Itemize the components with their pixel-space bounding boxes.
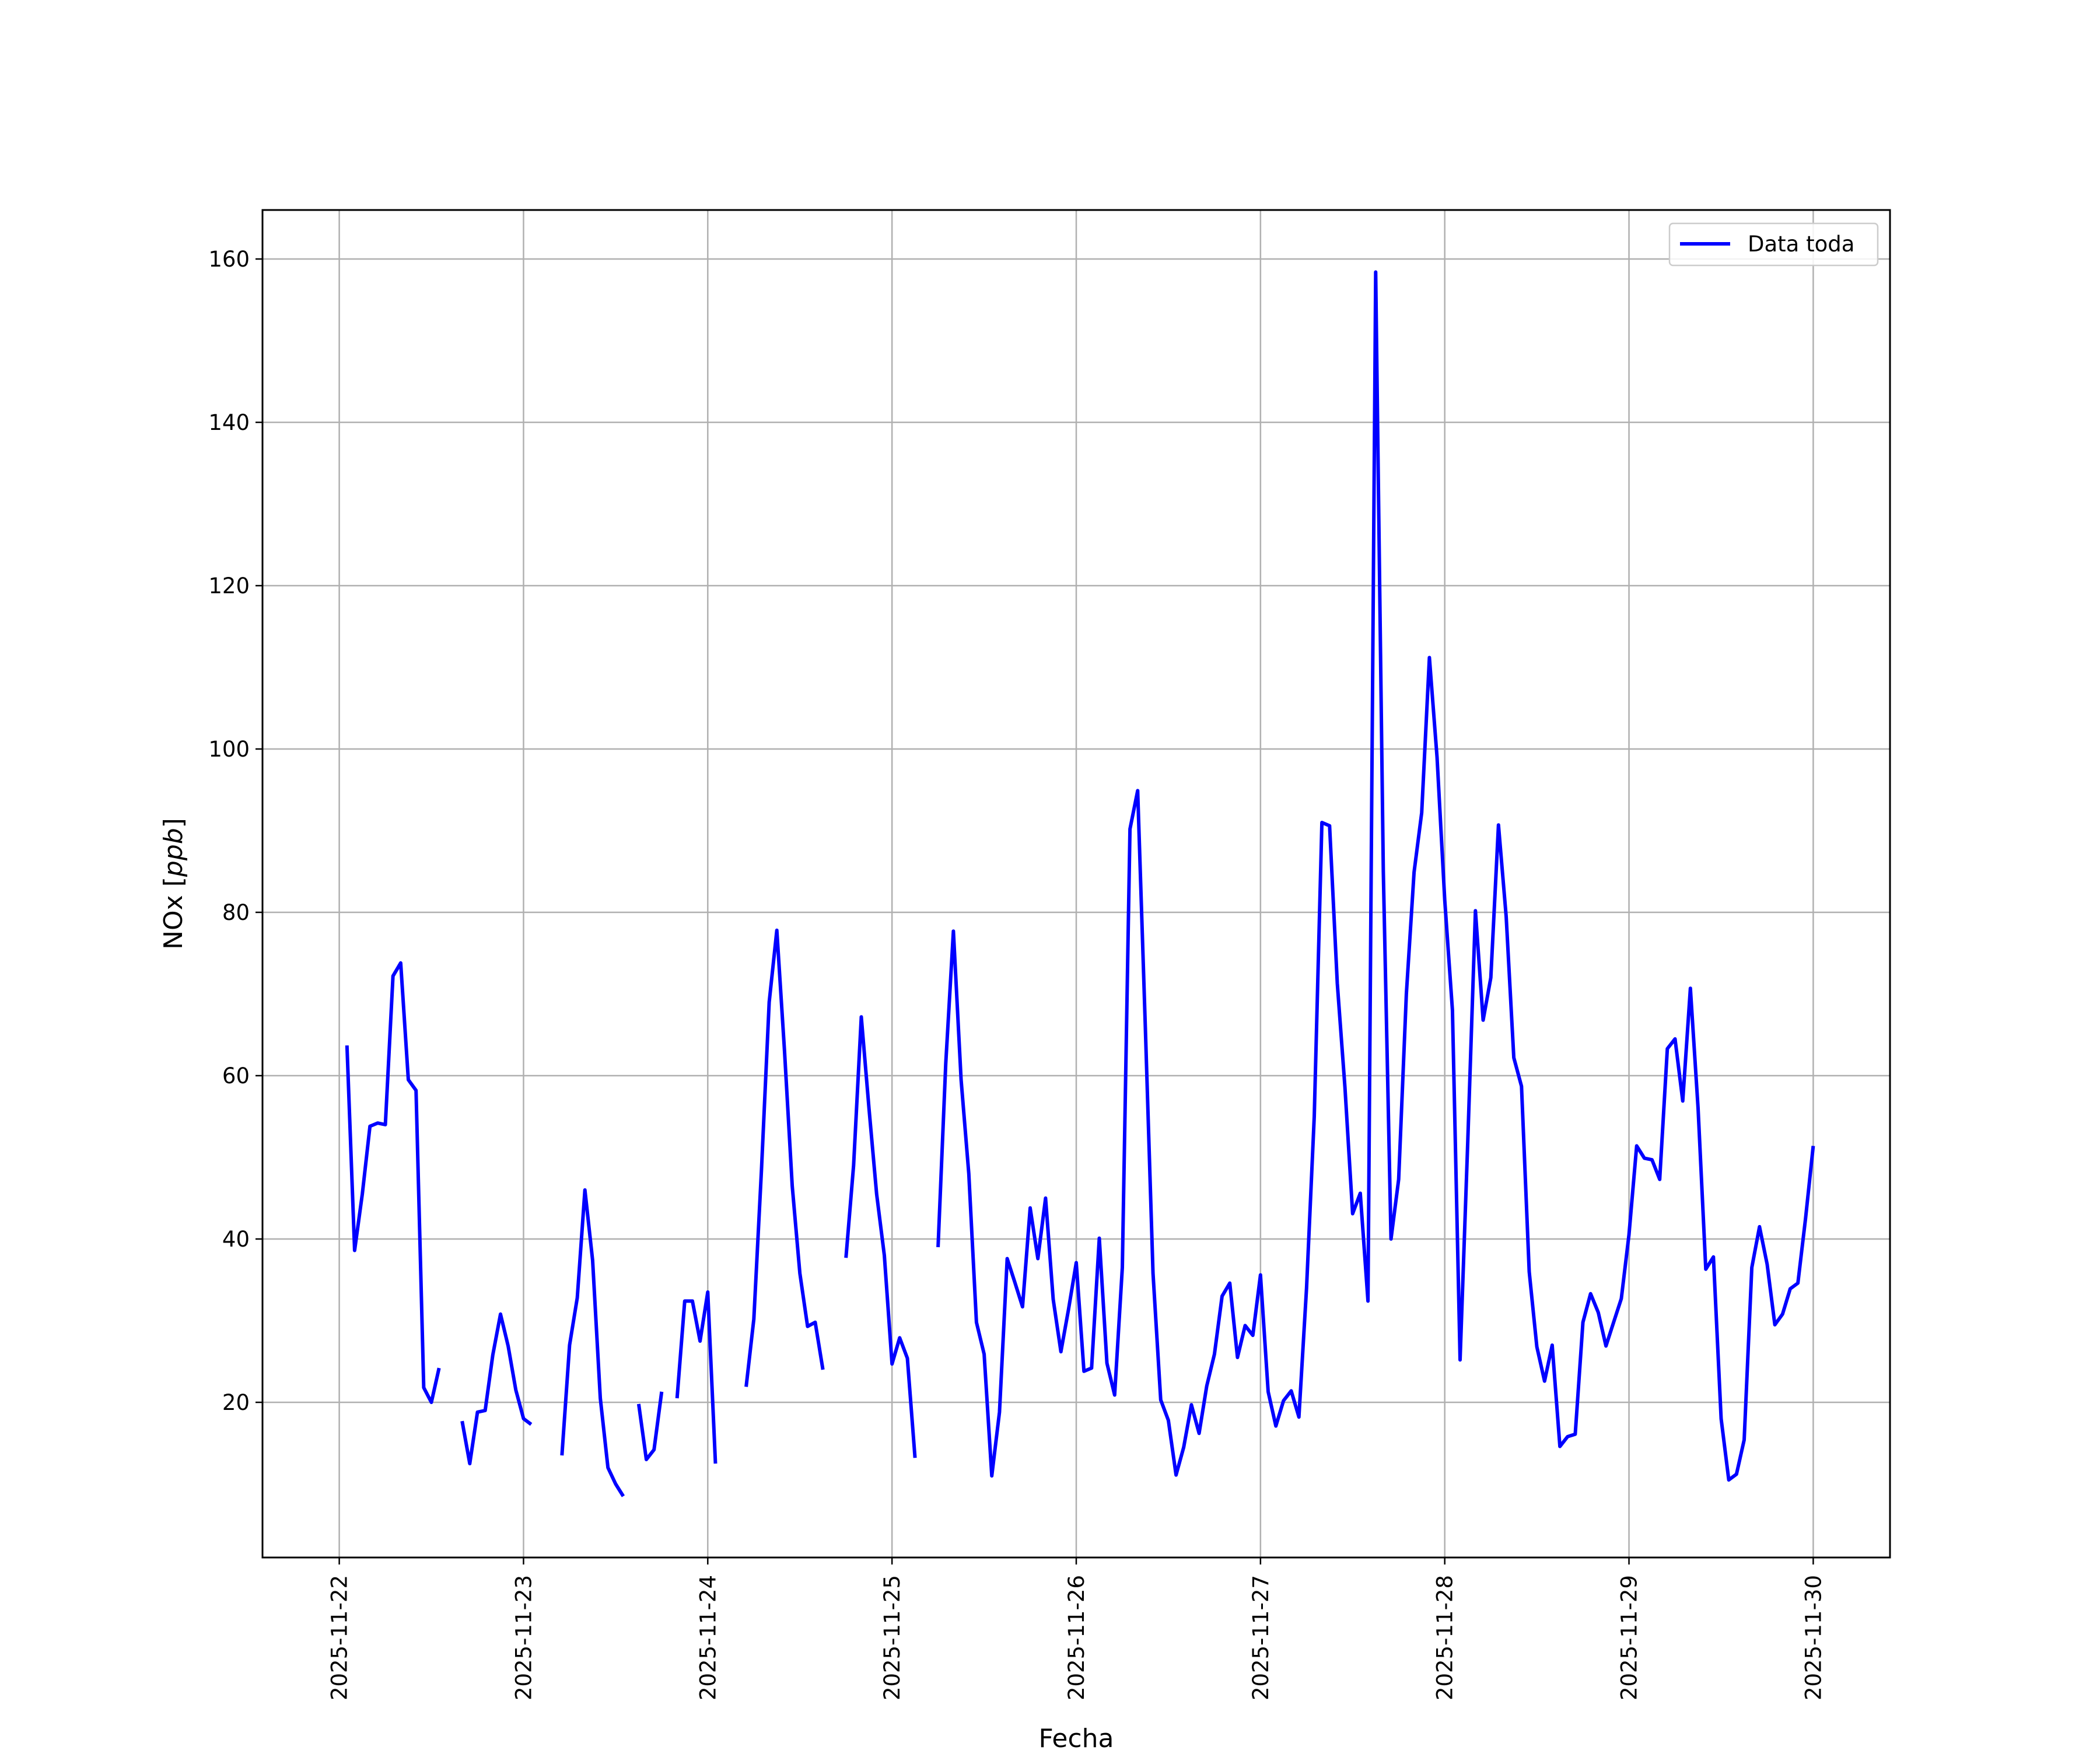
y-tick-label: 160 bbox=[208, 247, 250, 272]
series-line-segment bbox=[460, 1312, 533, 1465]
y-axis-title-suffix: ] bbox=[159, 818, 188, 828]
axis-ticks: 20 40 60 80 100 120 140 160 2025-11-22 2025-11-23… bbox=[208, 247, 1826, 1700]
y-tick-label: 60 bbox=[222, 1063, 250, 1088]
x-tick-label: 2025-11-28 bbox=[1433, 1575, 1458, 1700]
x-axis-title: Fecha bbox=[1038, 1724, 1114, 1750]
x-tick-label: 2025-11-29 bbox=[1617, 1575, 1642, 1700]
series-line-segment bbox=[936, 270, 1815, 1482]
x-tick-label: 2025-11-22 bbox=[327, 1575, 352, 1700]
y-tick-label: 140 bbox=[208, 410, 250, 435]
y-axis-title: NOx [ppb] bbox=[159, 818, 188, 950]
series-line-segment bbox=[844, 1015, 917, 1458]
x-tick-label: 2025-11-26 bbox=[1064, 1575, 1089, 1700]
x-tick-label: 2025-11-23 bbox=[511, 1575, 536, 1700]
y-axis-title-prefix: NOx [ bbox=[159, 877, 188, 950]
y-tick-label: 80 bbox=[222, 900, 250, 925]
series-layer bbox=[345, 270, 1815, 1497]
legend-box bbox=[1668, 222, 1879, 267]
y-tick-label: 40 bbox=[222, 1227, 250, 1252]
y-tick-label: 120 bbox=[208, 573, 250, 598]
y-tick-label: 100 bbox=[208, 737, 250, 762]
x-tick-label: 2025-11-25 bbox=[880, 1575, 905, 1700]
series-line-segment bbox=[744, 928, 825, 1387]
x-tick-label: 2025-11-24 bbox=[695, 1575, 720, 1700]
series-line-segment bbox=[345, 961, 441, 1404]
legend: Data toda bbox=[1668, 222, 1879, 267]
legend-label: Data toda bbox=[1748, 232, 1854, 257]
y-axis-title-unit: ppb bbox=[159, 828, 188, 877]
x-tick-label: 2025-11-30 bbox=[1801, 1575, 1826, 1700]
y-tick-label: 20 bbox=[222, 1390, 250, 1415]
series-line-segment bbox=[636, 1391, 664, 1461]
series-line-segment bbox=[560, 1188, 625, 1497]
series-line-segment bbox=[675, 1290, 718, 1464]
x-tick-label: 2025-11-27 bbox=[1248, 1575, 1273, 1700]
